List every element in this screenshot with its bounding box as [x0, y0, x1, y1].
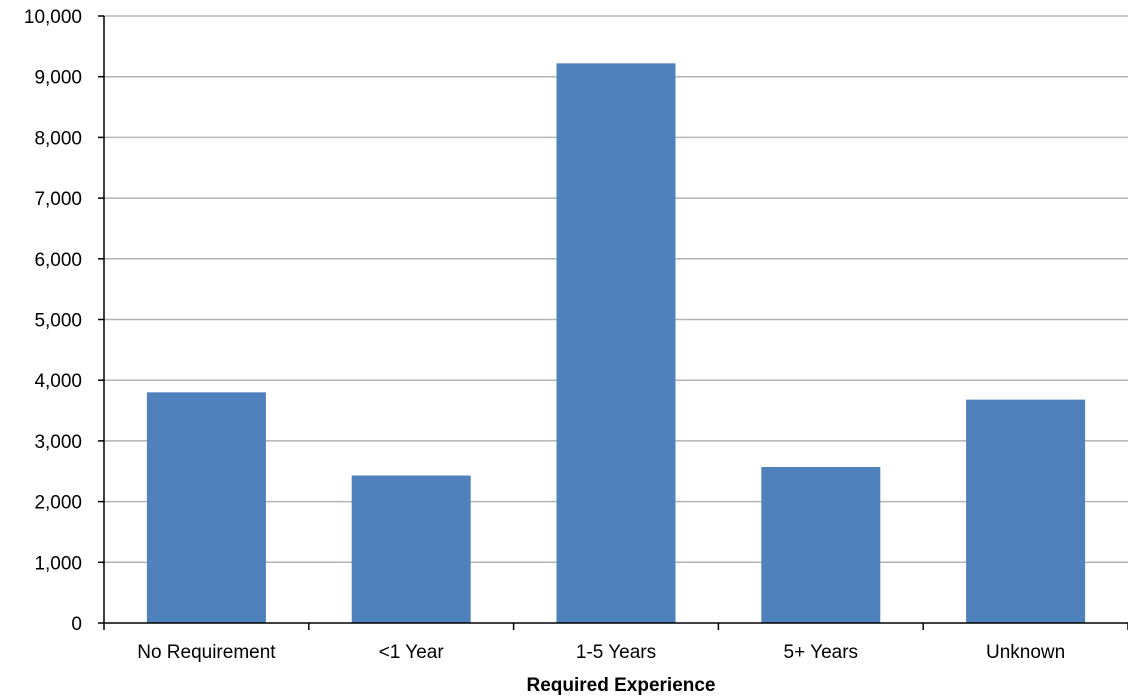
- bar: [146, 392, 266, 623]
- y-tick-label: 6,000: [34, 250, 82, 271]
- x-tick-label: No Requirement: [137, 642, 276, 663]
- y-tick-label: 7,000: [34, 189, 82, 210]
- x-axis-title: Required Experience: [526, 675, 715, 696]
- x-tick-label: 1-5 Years: [576, 642, 656, 663]
- y-tick-label: 10,000: [24, 7, 82, 28]
- y-tick-label: 9,000: [34, 68, 82, 89]
- y-tick-labels: 0 1,000 2,000 3,000 4,000 5,000 6,000 7,000 8,00…: [24, 7, 82, 635]
- x-tick-labels: No Requirement <1 Year 1-5 Years 5+ Years Un…: [137, 642, 1065, 663]
- bars: [146, 63, 1086, 623]
- y-tick-label: 8,000: [34, 128, 82, 149]
- bar: [761, 467, 881, 623]
- axes: [98, 15, 1128, 630]
- bar: [556, 63, 676, 623]
- y-tick-label: 4,000: [34, 371, 82, 392]
- y-tick-label: 3,000: [34, 432, 82, 453]
- x-tick-label: Unknown: [986, 642, 1065, 663]
- x-tick-label: 5+ Years: [784, 642, 859, 663]
- y-tick-label: 0: [71, 614, 82, 635]
- y-tick-label: 1,000: [34, 553, 82, 574]
- bar: [966, 399, 1086, 623]
- y-tick-label: 5,000: [34, 311, 82, 332]
- x-tick-label: <1 Year: [379, 642, 445, 663]
- y-tick-label: 2,000: [34, 493, 82, 514]
- bar: [351, 475, 471, 623]
